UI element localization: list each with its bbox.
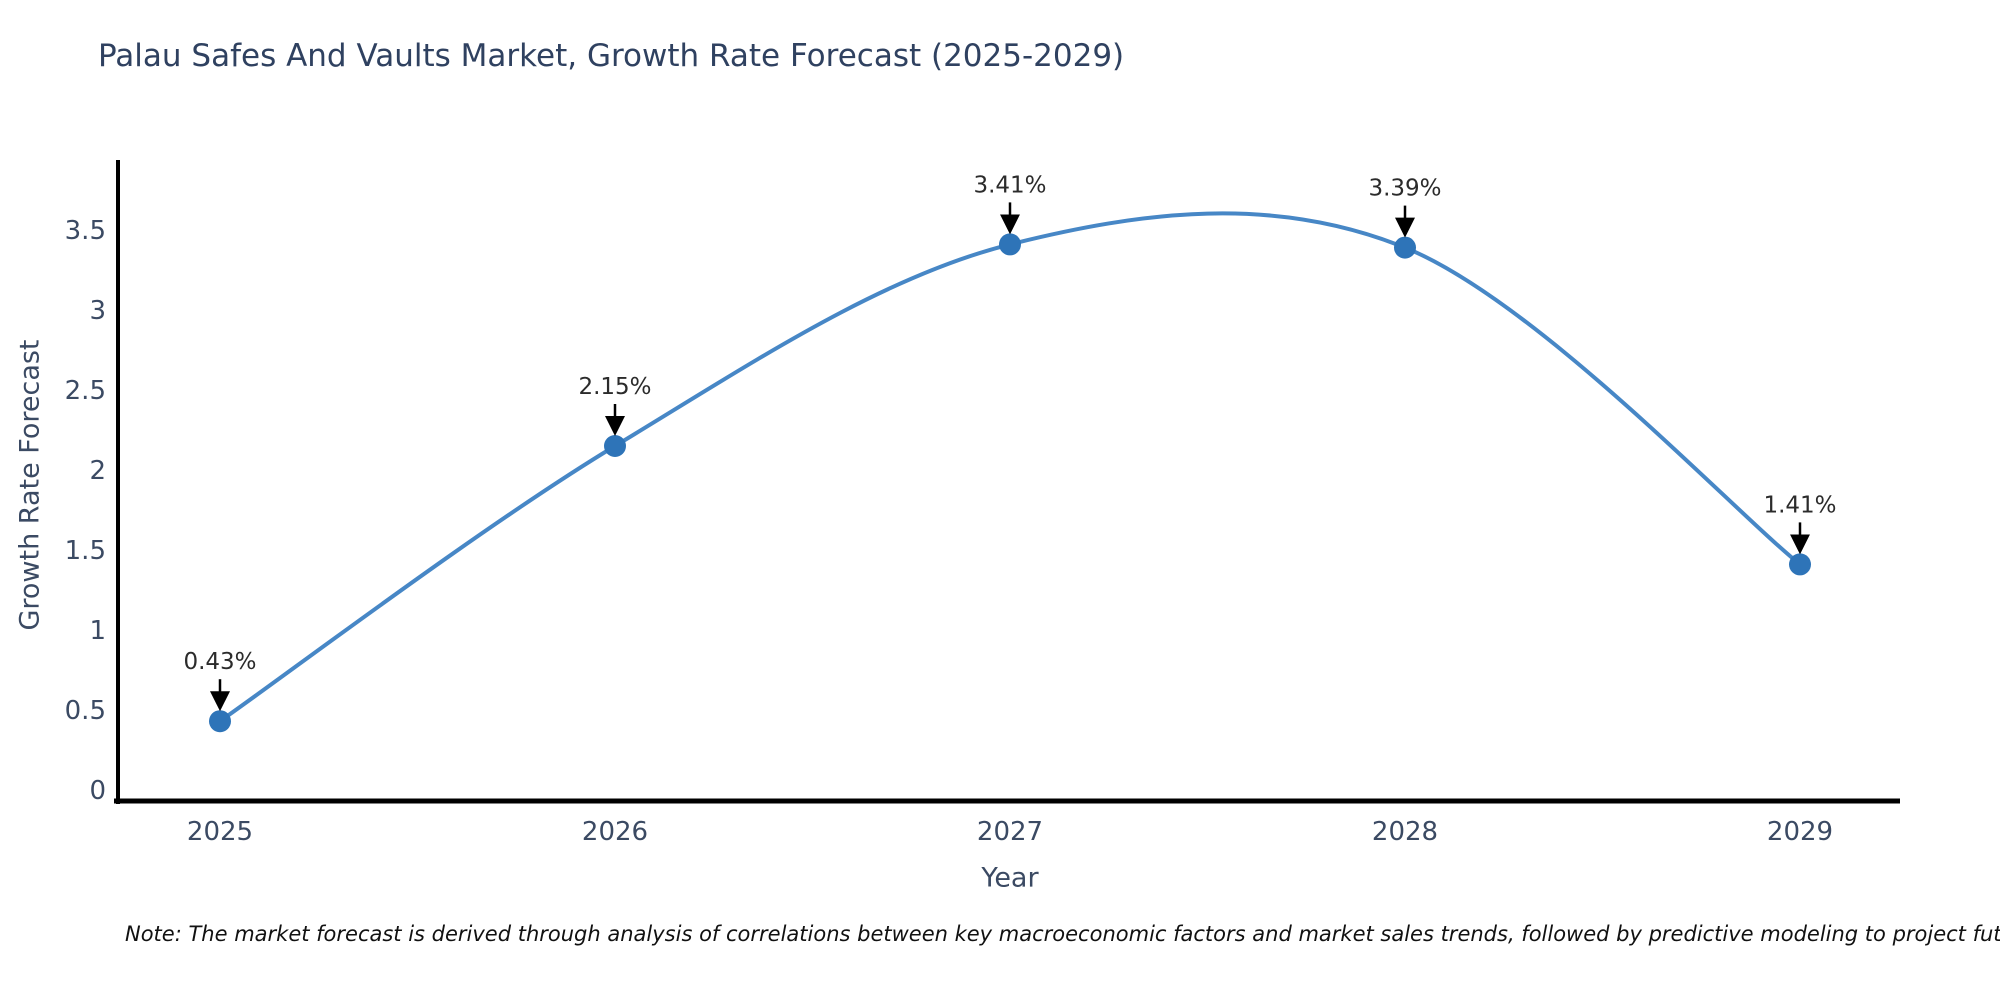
data-point[interactable]	[604, 435, 626, 457]
data-label: 2.15%	[578, 374, 651, 400]
x-axis-title: Year	[981, 862, 1039, 894]
data-point[interactable]	[209, 710, 231, 733]
data-point[interactable]	[1394, 236, 1416, 259]
x-tick-label: 2026	[582, 817, 648, 847]
y-axis-title: Growth Rate Forecast	[14, 339, 46, 631]
x-tick-label: 2027	[977, 817, 1043, 847]
data-points	[209, 233, 1811, 733]
x-tick-label: 2028	[1372, 817, 1438, 847]
y-tick-label: 3.5	[65, 216, 106, 246]
y-tick-label: 3	[89, 296, 106, 326]
data-point[interactable]	[1789, 553, 1811, 576]
point-annotations: 0.43% 2.15% 3.41% 3.39% 1.41%	[183, 172, 1837, 712]
line-series	[218, 211, 1802, 724]
y-tick-label: 2	[89, 456, 106, 486]
y-tick-label: 0	[89, 776, 106, 806]
series-line-path	[218, 211, 1802, 724]
data-label: 3.39%	[1368, 176, 1441, 202]
data-label: 0.43%	[183, 649, 256, 675]
y-axis-ticks: 0 0.5 1 1.5 2 2.5 3 3.5	[65, 216, 106, 806]
chart-title: Palau Safes And Vaults Market, Growth Ra…	[98, 38, 1125, 74]
footnote: Note: The market forecast is derived thr…	[125, 922, 2000, 946]
y-tick-label: 1.5	[65, 536, 106, 566]
y-tick-label: 0.5	[65, 696, 106, 726]
data-label: 3.41%	[973, 172, 1046, 198]
x-tick-label: 2029	[1767, 817, 1833, 847]
x-axis-ticks: 2025 2026 2027 2028 2029	[187, 817, 1833, 847]
data-label: 1.41%	[1763, 492, 1836, 518]
y-tick-label: 1	[89, 616, 106, 646]
y-tick-label: 2.5	[65, 376, 106, 406]
data-point[interactable]	[999, 233, 1021, 256]
x-tick-label: 2025	[187, 817, 253, 847]
